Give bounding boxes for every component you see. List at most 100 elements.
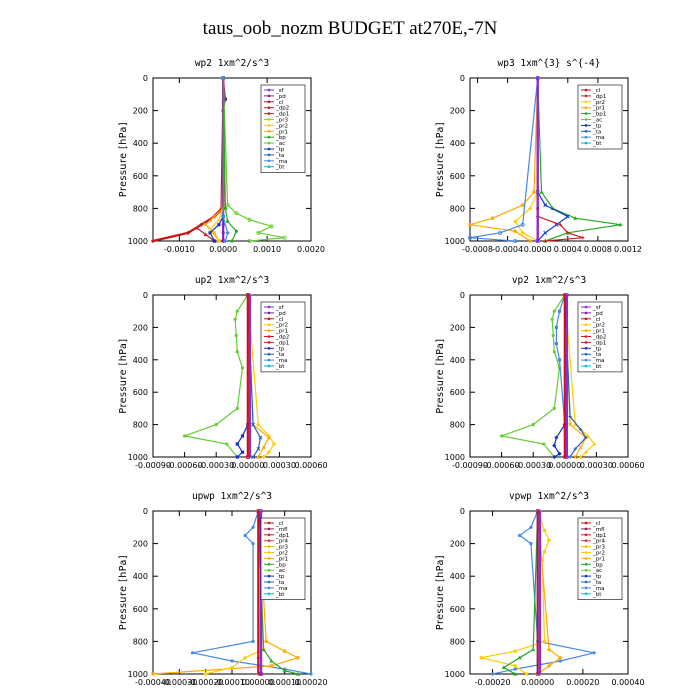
legend-entry: _cl bbox=[592, 88, 601, 94]
legend-entry: _dp1 bbox=[275, 340, 289, 346]
series-point-pr1 bbox=[296, 656, 300, 660]
series-point-sf bbox=[536, 76, 540, 80]
series-point-ta bbox=[568, 455, 572, 459]
legend-entry: _cl bbox=[275, 521, 284, 527]
legend-entry: _dp2 bbox=[592, 335, 606, 341]
legend-entry: _ta bbox=[592, 580, 601, 586]
x-tick-label: -0.0008 bbox=[462, 245, 493, 254]
legend-marker bbox=[584, 335, 588, 338]
panel-vpwp: vpwp 1xm^2/s^3 Pressure [hPa] 0 200 400 600 80… bbox=[435, 491, 645, 687]
series-point-ma bbox=[243, 533, 247, 538]
series-point-ta bbox=[573, 447, 577, 451]
series-point-ma bbox=[557, 358, 562, 362]
legend-entry: _pr4 bbox=[275, 539, 289, 545]
series-line-ma bbox=[222, 78, 229, 242]
panel-title: up2 1xm^2/s^3 bbox=[195, 275, 269, 286]
series-line-pr1 bbox=[152, 510, 300, 675]
x-tick-label: 0.0000 bbox=[209, 245, 237, 254]
series-point-ma bbox=[221, 214, 226, 219]
series-point-bp bbox=[513, 671, 518, 676]
y-tick-label: 1000 bbox=[128, 237, 148, 246]
legend-entry: _pr1 bbox=[275, 329, 288, 335]
series-point-bp bbox=[269, 658, 274, 663]
legend-entry: _bp bbox=[275, 562, 286, 568]
y-tick-label: 400 bbox=[450, 572, 465, 581]
series-point-pr2 bbox=[513, 649, 517, 653]
series-point-ma bbox=[498, 230, 503, 235]
y-tick-label: 200 bbox=[450, 540, 465, 549]
legend-entry: _pr3 bbox=[592, 545, 606, 551]
series-point-pr1 bbox=[283, 649, 287, 653]
series-point-tp bbox=[240, 434, 245, 438]
y-tick-label: 200 bbox=[133, 107, 148, 116]
legend-marker bbox=[584, 118, 588, 121]
y-tick-label: 200 bbox=[133, 323, 148, 332]
legend-marker bbox=[267, 545, 271, 548]
series-point-pr2 bbox=[542, 639, 547, 643]
series-point-ac bbox=[234, 211, 239, 216]
legend-marker bbox=[584, 341, 588, 344]
legend-entry: _cl bbox=[592, 521, 601, 527]
series-point-tp bbox=[554, 435, 559, 440]
series-point-dp2 bbox=[203, 232, 208, 237]
series-point-pr2 bbox=[578, 454, 583, 459]
legend-marker bbox=[584, 358, 588, 362]
legend-entry: _bp1 bbox=[592, 112, 606, 118]
series-point-ac bbox=[500, 434, 504, 438]
legend-marker bbox=[267, 153, 271, 157]
x-tick-label: -0.00030 bbox=[515, 461, 551, 470]
series-point-cl bbox=[245, 454, 250, 459]
legend-marker bbox=[267, 329, 271, 332]
series-point-ac bbox=[235, 406, 239, 410]
y-tick-label: 1000 bbox=[128, 453, 148, 462]
x-tick-label: -0.00040 bbox=[135, 678, 171, 687]
series-point-ta bbox=[568, 414, 572, 419]
series-line-ta bbox=[564, 294, 587, 458]
y-tick-label: 400 bbox=[133, 139, 148, 148]
x-tick-label: 0.00000 bbox=[521, 678, 554, 687]
series-point-ac bbox=[282, 235, 287, 240]
series-point-ac bbox=[550, 317, 554, 321]
legend-marker bbox=[584, 124, 588, 127]
x-tick-label: -0.00030 bbox=[161, 678, 197, 687]
x-tick-label: 0.00040 bbox=[611, 678, 644, 687]
series-line-dp1 bbox=[537, 78, 584, 242]
legend-marker bbox=[267, 533, 271, 537]
series-point-pr2 bbox=[524, 672, 529, 676]
legend-marker bbox=[584, 317, 588, 321]
x-tick-label: -0.00020 bbox=[475, 678, 511, 687]
series-point-ac bbox=[552, 350, 556, 354]
y-tick-label: 200 bbox=[450, 107, 465, 116]
x-tick-label: 0.00020 bbox=[294, 678, 327, 687]
legend-entry: _pr2 bbox=[275, 551, 288, 557]
series-point-pr2 bbox=[243, 655, 248, 660]
panel-title: vp2 1xm^2/s^3 bbox=[512, 275, 586, 286]
series-line-ma bbox=[555, 294, 566, 457]
series-point-ma bbox=[223, 238, 228, 244]
series-point-ma bbox=[309, 672, 313, 676]
x-tick-label: 0.0000 bbox=[524, 245, 552, 254]
x-tick-label: 0.00030 bbox=[263, 461, 296, 470]
series-point-pr2 bbox=[547, 538, 551, 542]
series-point-pr2 bbox=[256, 422, 261, 427]
series-point-pr2 bbox=[528, 206, 533, 211]
legend-marker bbox=[584, 574, 588, 578]
legend-marker bbox=[267, 527, 271, 531]
legend-marker bbox=[267, 88, 271, 92]
panel-wp2: wp2 1xm^2/s^3 Pressure [hPa] 0 200 400 600 800… bbox=[118, 58, 325, 254]
x-tick-label: -0.0010 bbox=[164, 245, 195, 254]
series-point-tp bbox=[543, 230, 548, 235]
legend-entry: _ma bbox=[275, 159, 287, 165]
y-tick-label: 600 bbox=[133, 388, 148, 397]
series-point-ac bbox=[531, 423, 535, 427]
legend-entry: _bt bbox=[275, 165, 285, 171]
series-point-tp bbox=[235, 455, 239, 459]
series-point-ac bbox=[225, 203, 230, 208]
legend-marker bbox=[584, 112, 588, 115]
series-point-cl bbox=[186, 230, 191, 235]
legend-entry: _pr4 bbox=[592, 539, 606, 545]
x-tick-label: 0.00000 bbox=[231, 461, 264, 470]
series-point-ac bbox=[256, 230, 261, 235]
y-tick-label: 800 bbox=[450, 421, 465, 430]
series-point-pr1 bbox=[546, 647, 552, 652]
